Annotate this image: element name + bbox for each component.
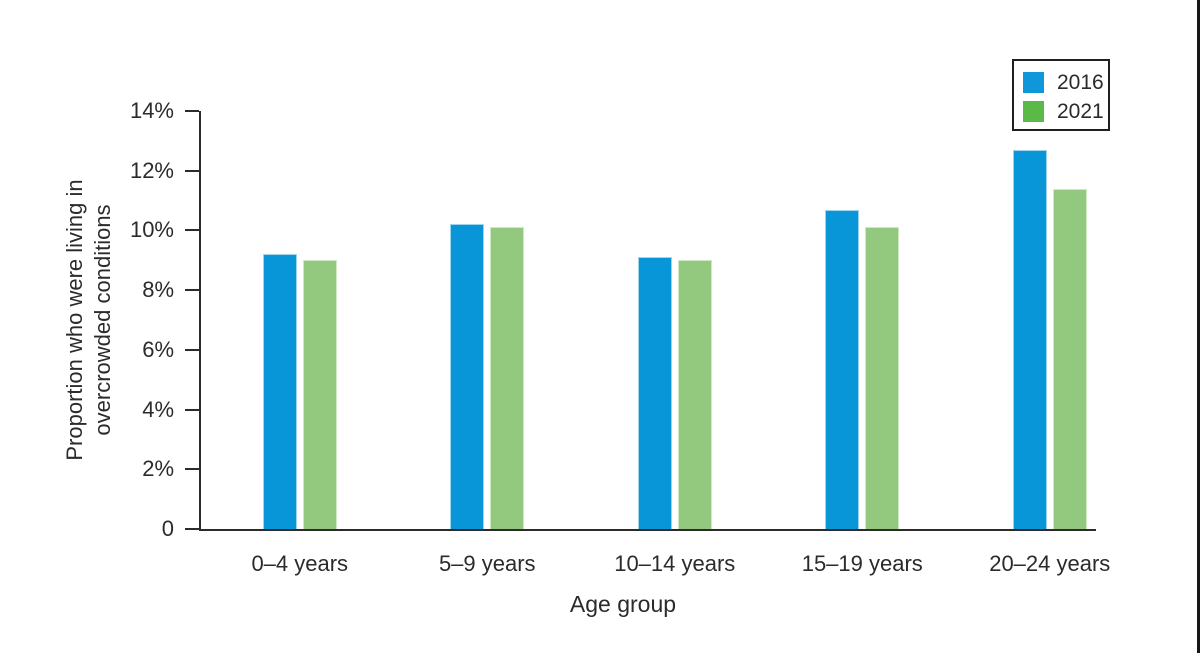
bar-2016-10-14-years [637, 257, 672, 529]
bar-2021-15-19-years [865, 227, 900, 529]
y-axis-tick [185, 229, 199, 232]
x-axis-category-label: 5–9 years [438, 551, 536, 576]
x-axis-category-label: 15–19 years [801, 551, 923, 576]
x-axis-category-label: 0–4 years [251, 551, 349, 576]
x-axis-category-label: 10–14 years [614, 551, 736, 576]
y-axis-tick [185, 468, 199, 471]
y-axis-tick [185, 528, 199, 530]
y-axis-tick-label: 2% [142, 456, 174, 482]
x-axis-category-label: 20–24 years [989, 551, 1111, 576]
y-axis-tick-label: 8% [142, 277, 174, 303]
legend-label: 2021 [1057, 99, 1104, 123]
y-axis-tick [185, 408, 199, 411]
y-axis-tick [185, 169, 199, 172]
page-edge-line [1197, 0, 1200, 653]
legend-swatch-2016 [1023, 71, 1044, 93]
y-axis-tick [185, 348, 199, 351]
bar-2016-20-24-years [1012, 149, 1047, 529]
legend: 2016 2021 [1012, 59, 1110, 131]
bar-2021-5-9-years [490, 227, 525, 529]
plot-area: 0 2% 4% 6% 8% 10% 12% 14% 0–4 years 5–9 years 10–1… [130, 98, 1144, 576]
legend-item-2021: 2021 [1023, 98, 1108, 124]
y-axis-tick-label: 6% [142, 336, 174, 362]
legend-label: 2016 [1057, 70, 1104, 94]
legend-swatch-2021 [1023, 100, 1044, 122]
x-axis-title: Age group [569, 591, 677, 617]
bar-2021-10-14-years [677, 260, 712, 529]
bar-2021-20-24-years [1052, 188, 1087, 529]
y-axis-tick-label: 10% [129, 217, 174, 243]
x-axis-line [199, 529, 1096, 531]
y-axis-tick-label: 0 [161, 516, 174, 541]
bar-2021-0-4-years [302, 260, 337, 529]
y-axis-tick-label: 14% [129, 98, 174, 123]
y-axis-tick [185, 289, 199, 292]
y-axis-tick-label: 4% [142, 396, 174, 422]
legend-item-2016: 2016 [1023, 69, 1108, 95]
bar-2016-0-4-years [262, 254, 297, 529]
bar-2016-5-9-years [450, 224, 485, 529]
y-axis-tick-label: 12% [129, 157, 174, 183]
y-axis-tick [185, 110, 199, 112]
y-axis-line [199, 111, 201, 531]
bar-2016-15-19-years [825, 209, 860, 529]
